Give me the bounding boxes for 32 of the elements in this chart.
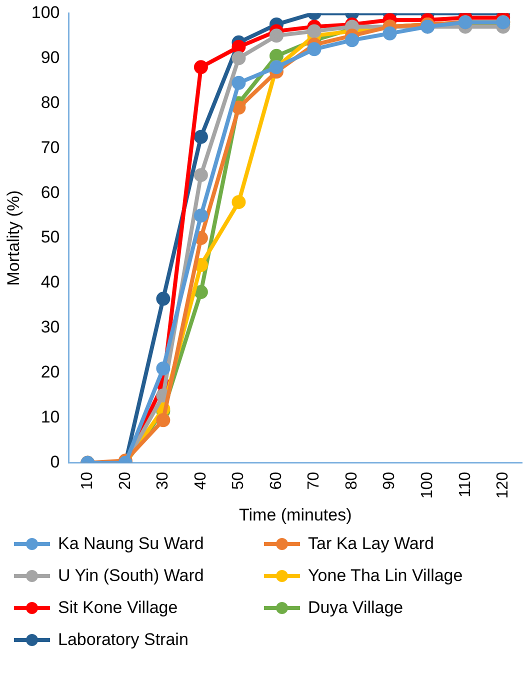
x-tick-label: 10	[79, 472, 96, 490]
y-tick-label: 0	[50, 452, 60, 472]
y-tick-label: 40	[40, 272, 60, 292]
y-axis-title: Mortality (%)	[4, 190, 23, 286]
y-tick-label: 30	[40, 318, 60, 337]
y-tick-label: 90	[40, 48, 60, 67]
legend-label: Tar Ka Lay Ward	[308, 534, 434, 554]
legend-label: Laboratory Strain	[58, 630, 188, 650]
x-tick-label: 30	[154, 472, 172, 490]
legend-label: Duya Village	[308, 598, 404, 618]
x-tick-label: 50	[230, 472, 248, 490]
x-tick-label: 20	[116, 472, 134, 490]
legend-label: Yone Tha Lin Village	[308, 566, 463, 586]
x-tick-label: 90	[381, 472, 398, 490]
x-tick-label: 60	[268, 472, 285, 490]
y-tick-label: 20	[40, 362, 60, 382]
legend-label: Ka Naung Su Ward	[58, 534, 204, 554]
x-tick-label: 100	[418, 472, 436, 499]
x-tick-label: 80	[343, 472, 360, 490]
y-tick-label: 100	[31, 2, 60, 22]
y-tick-label: 50	[40, 228, 60, 247]
y-tick-label: 60	[40, 182, 60, 202]
x-tick-label: 70	[306, 472, 323, 490]
y-tick-label: 70	[40, 138, 60, 157]
legend-label: U Yin (South) Ward	[58, 566, 204, 586]
x-tick-label: 110	[456, 472, 474, 498]
legend-label: Sit Kone Village	[58, 598, 178, 618]
y-tick-label: 10	[40, 408, 60, 427]
y-tick-label: 80	[40, 92, 60, 112]
x-tick-label: 120	[494, 472, 512, 499]
x-axis-title: Time (minutes)	[239, 505, 352, 524]
x-tick-label: 40	[192, 472, 210, 490]
